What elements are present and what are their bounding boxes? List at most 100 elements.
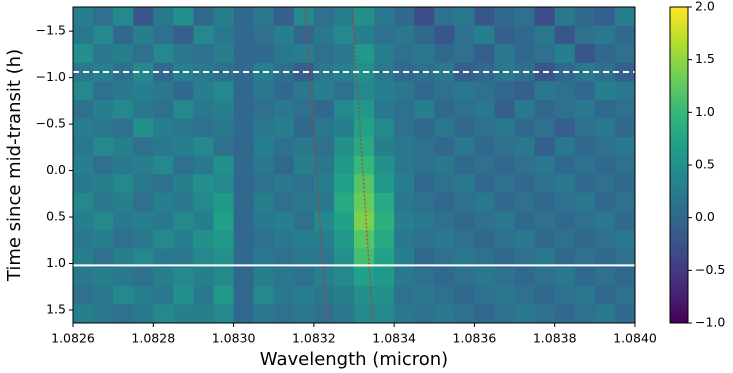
heatmap-cell — [414, 44, 435, 64]
heatmap-cell — [414, 230, 435, 250]
heatmap-cell — [133, 44, 154, 64]
heatmap-cell — [293, 155, 315, 175]
heatmap-cell — [574, 118, 596, 138]
heatmap-cell — [414, 155, 435, 175]
heatmap-cell — [394, 267, 415, 287]
heatmap-cell — [193, 25, 214, 45]
heatmap-cell — [534, 304, 556, 324]
heatmap-cell — [293, 7, 315, 26]
heatmap-cell — [313, 81, 335, 101]
x-axis-label: Wavelength (micron) — [260, 349, 448, 370]
heatmap-cell — [233, 174, 255, 194]
heatmap-cell — [213, 7, 234, 26]
heatmap-cell — [313, 25, 335, 45]
heatmap-cell — [233, 304, 255, 324]
heatmap-cell — [574, 44, 596, 64]
heatmap-cell — [233, 248, 255, 268]
colorbar-gradient — [670, 220, 688, 225]
heatmap-cell — [93, 248, 114, 268]
heatmap-cell — [474, 211, 495, 231]
heatmap-cell — [153, 7, 174, 26]
heatmap-cell — [414, 248, 435, 268]
heatmap-cell — [293, 81, 315, 101]
heatmap-cell — [293, 304, 315, 324]
heatmap-cell — [574, 81, 596, 101]
colorbar-tick-label: −0.5 — [695, 262, 725, 277]
heatmap-cell — [273, 155, 295, 175]
heatmap-cell — [354, 267, 375, 287]
heatmap-cell — [554, 44, 576, 64]
heatmap-cell — [273, 118, 295, 138]
heatmap-cell — [313, 155, 335, 175]
colorbar-gradient — [670, 224, 688, 229]
heatmap-cell — [133, 285, 154, 305]
colorbar-gradient — [670, 97, 688, 103]
y-tick-label: −1.5 — [36, 23, 66, 38]
heatmap-cell — [253, 304, 275, 324]
x-tick-label: 1.0834 — [372, 331, 416, 346]
heatmap-cell — [73, 81, 94, 101]
heatmap-cell — [494, 99, 515, 119]
colorbar-gradient — [670, 319, 688, 324]
heatmap-cell — [574, 155, 596, 175]
heatmap-cell — [73, 174, 94, 194]
heatmap-cell — [153, 81, 174, 101]
heatmap-cell — [534, 99, 556, 119]
heatmap-cell — [434, 285, 455, 305]
colorbar-gradient — [670, 240, 688, 245]
heatmap-cell — [534, 7, 556, 26]
heatmap-cell — [273, 99, 295, 119]
heatmap-cell — [253, 7, 275, 26]
heatmap-cell — [474, 174, 495, 194]
colorbar-gradient — [670, 149, 688, 154]
heatmap-cell — [414, 304, 435, 324]
heatmap-cell — [233, 25, 255, 45]
heatmap-cell — [333, 211, 355, 231]
heatmap-cell — [273, 81, 295, 101]
colorbar-gradient — [670, 58, 688, 63]
heatmap-cell — [414, 174, 435, 194]
heatmap-cell — [354, 7, 375, 26]
heatmap-cell — [614, 44, 636, 64]
heatmap-cell — [434, 267, 455, 287]
heatmap-cell — [594, 81, 616, 101]
heatmap-cell — [514, 174, 536, 194]
y-tick-label: 1.5 — [46, 301, 66, 316]
heatmap-cell — [313, 230, 335, 250]
heatmap-cell — [474, 230, 495, 250]
heatmap-cell — [494, 155, 515, 175]
heatmap-cell — [614, 99, 636, 119]
heatmap-cell — [253, 44, 275, 64]
heatmap-cell — [233, 7, 255, 26]
heatmap-cell — [293, 230, 315, 250]
heatmap-cell — [454, 211, 475, 231]
heatmap-cell — [253, 25, 275, 45]
heatmap-cell — [554, 99, 576, 119]
heatmap-cell — [293, 118, 315, 138]
heatmap-cell — [474, 285, 495, 305]
heatmap-cell — [73, 267, 94, 287]
heatmap-cell — [414, 25, 435, 45]
heatmap-cell — [113, 211, 134, 231]
heatmap-cell — [414, 137, 435, 157]
heatmap-cell — [293, 285, 315, 305]
heatmap-cell — [434, 118, 455, 138]
colorbar-gradient — [670, 10, 688, 16]
heatmap-cell — [434, 230, 455, 250]
heatmap-cell — [574, 304, 596, 324]
heatmap-cell — [374, 248, 395, 268]
heatmap-cell — [534, 211, 556, 231]
heatmap-cell — [233, 137, 255, 157]
heatmap-cell — [93, 285, 114, 305]
colorbar-gradient — [670, 208, 688, 213]
heatmap-cell — [494, 285, 515, 305]
colorbar-gradient — [670, 279, 688, 284]
heatmap-cell — [574, 137, 596, 157]
heatmap-cell — [554, 174, 576, 194]
heatmap-cell — [333, 7, 355, 26]
heatmap-cell — [554, 267, 576, 287]
heatmap-cell — [394, 174, 415, 194]
heatmap-cell — [173, 118, 194, 138]
heatmap-cell — [494, 192, 515, 212]
heatmap-cell — [273, 137, 295, 157]
